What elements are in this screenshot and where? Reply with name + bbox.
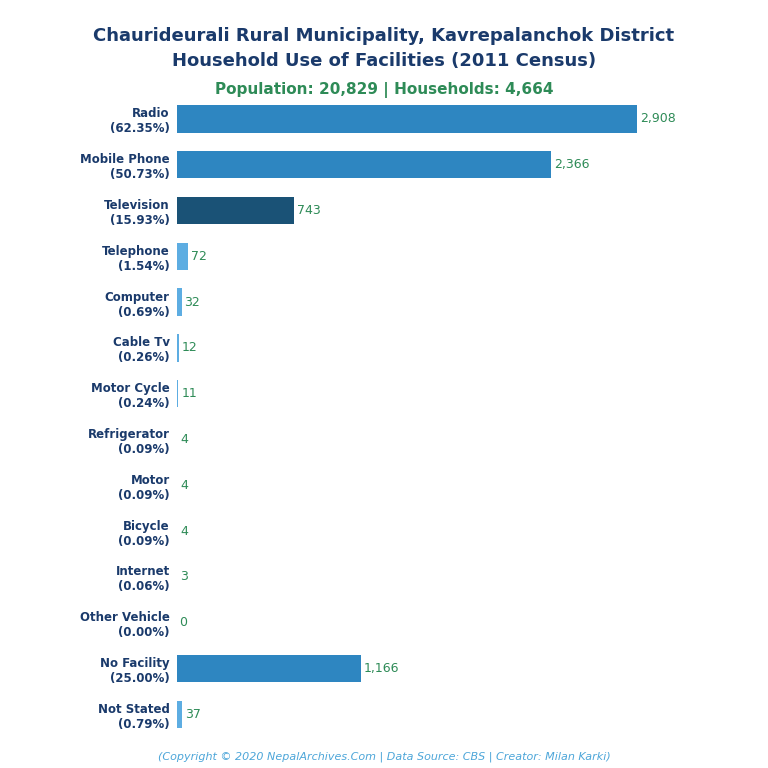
Text: 743: 743 <box>297 204 321 217</box>
Text: 1,166: 1,166 <box>364 662 399 675</box>
Text: Household Use of Facilities (2011 Census): Household Use of Facilities (2011 Census… <box>172 52 596 70</box>
Bar <box>177 105 637 133</box>
Text: Chaurideurali Rural Municipality, Kavrepalanchok District: Chaurideurali Rural Municipality, Kavrep… <box>94 27 674 45</box>
Bar <box>177 700 183 728</box>
Text: 3: 3 <box>180 571 188 584</box>
Text: 0: 0 <box>180 616 187 629</box>
Text: 37: 37 <box>185 708 201 721</box>
Bar <box>177 151 551 178</box>
Bar <box>177 197 294 224</box>
Bar <box>177 655 361 682</box>
Text: 4: 4 <box>180 479 188 492</box>
Bar <box>177 243 188 270</box>
Text: 11: 11 <box>181 387 197 400</box>
Bar <box>177 289 182 316</box>
Text: Population: 20,829 | Households: 4,664: Population: 20,829 | Households: 4,664 <box>215 82 553 98</box>
Text: 4: 4 <box>180 525 188 538</box>
Text: (Copyright © 2020 NepalArchives.Com | Data Source: CBS | Creator: Milan Karki): (Copyright © 2020 NepalArchives.Com | Da… <box>157 751 611 762</box>
Bar <box>177 380 178 408</box>
Text: 32: 32 <box>184 296 200 309</box>
Text: 12: 12 <box>181 342 197 354</box>
Text: 4: 4 <box>180 433 188 446</box>
Bar <box>177 334 178 362</box>
Text: 2,908: 2,908 <box>640 112 675 125</box>
Text: 72: 72 <box>191 250 207 263</box>
Text: 2,366: 2,366 <box>554 158 589 171</box>
